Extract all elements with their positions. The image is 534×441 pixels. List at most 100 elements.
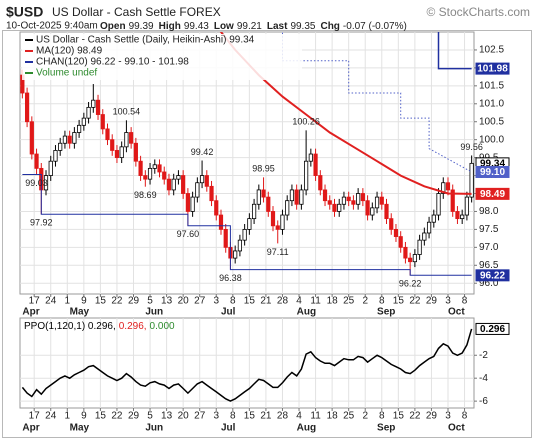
- annotation: 97.92: [30, 218, 53, 228]
- candle-body: [171, 178, 176, 191]
- candle-body: [214, 200, 219, 216]
- month-label: Jul: [221, 307, 236, 318]
- x-tick-label: 3: [445, 296, 451, 307]
- y-tick-label: -2: [479, 350, 488, 361]
- annotation: 98.69: [134, 190, 157, 200]
- candle-body: [129, 132, 134, 144]
- candle-body: [233, 250, 238, 259]
- candle-body: [95, 99, 101, 115]
- annotation: 98.95: [252, 164, 275, 174]
- candle-body: [417, 239, 422, 255]
- x-tick-label: 8: [462, 296, 468, 307]
- x-tick-label: 2: [362, 411, 368, 422]
- candle-body: [119, 146, 124, 159]
- candle-body: [53, 150, 58, 162]
- month-label: Jul: [221, 423, 236, 434]
- candle-body: [190, 196, 195, 212]
- candle-body: [237, 239, 243, 252]
- candle-body: [86, 106, 91, 119]
- x-tick-label: 27: [194, 296, 206, 307]
- x-tick-label: 9: [81, 296, 87, 307]
- candle-body: [337, 203, 342, 212]
- legend-label: Volume undef: [36, 68, 97, 79]
- candle-body: [256, 189, 261, 205]
- legend-label: US Dollar - Cash Settle (Daily, Heikin-A…: [36, 35, 255, 46]
- x-tick-label: 13: [161, 296, 173, 307]
- x-tick-label: 18: [327, 411, 339, 422]
- legend-part: 0.296,: [119, 321, 147, 332]
- x-tick-label: 15: [244, 411, 256, 422]
- candle-body: [147, 167, 153, 180]
- candle-body: [445, 182, 451, 191]
- y-tick-label: -4: [479, 373, 488, 384]
- y-tick-label: 97.0: [479, 242, 499, 253]
- candle-body: [251, 203, 257, 220]
- x-tick-label: 20: [178, 296, 190, 307]
- candle-body: [270, 211, 276, 227]
- annotation: 96.38: [219, 273, 242, 283]
- candle-body: [67, 135, 72, 144]
- x-tick-label: 29: [128, 411, 140, 422]
- quote-value: 99.43: [184, 21, 209, 32]
- candle-body: [114, 150, 120, 159]
- month-label: Jun: [145, 423, 163, 434]
- candle-body: [304, 160, 309, 191]
- candle-body: [110, 139, 115, 151]
- candle-body: [138, 160, 143, 176]
- candle-body: [464, 196, 470, 216]
- y-tick-label: 100.5: [479, 116, 504, 127]
- candle-body: [48, 160, 53, 176]
- quote-label: Open: [100, 21, 126, 32]
- annotation: 99.56: [460, 142, 483, 152]
- x-tick-label: 4: [296, 411, 302, 422]
- month-label: Aug: [297, 423, 316, 434]
- candle-body: [266, 196, 271, 212]
- candle-body: [204, 175, 209, 187]
- quote-value: -0.07 (-0.07%): [343, 21, 407, 32]
- candle-body: [450, 189, 455, 212]
- series-line: [22, 174, 472, 276]
- legend-label: MA(120) 98.49: [36, 46, 103, 57]
- candle-body: [143, 175, 148, 180]
- candle-body: [81, 117, 86, 126]
- month-label: Apr: [22, 307, 39, 318]
- candle-body: [313, 153, 318, 176]
- x-tick-label: 13: [161, 411, 173, 422]
- candle-body: [341, 196, 347, 205]
- candle-body: [360, 193, 365, 202]
- quote-value: 99.35: [290, 21, 315, 32]
- x-tick-label: 11: [310, 296, 321, 307]
- month-label: Aug: [297, 307, 316, 318]
- y-tick-label: 101.5: [479, 80, 504, 91]
- y-tick-label: 100.0: [479, 134, 504, 145]
- y-tick-label: 101.0: [479, 98, 504, 109]
- x-tick-label: 25: [343, 411, 355, 422]
- x-tick-label: 8: [462, 411, 468, 422]
- month-label: May: [70, 307, 90, 318]
- candle-body: [398, 236, 403, 248]
- candle-body: [181, 175, 186, 194]
- y-tick-label: -6: [479, 396, 488, 407]
- x-tick-label: 1: [65, 411, 71, 422]
- month-label: Sep: [377, 423, 395, 434]
- candle-body: [332, 203, 337, 212]
- month-label: Oct: [448, 423, 465, 434]
- candle-body: [356, 193, 361, 205]
- month-label: Sep: [377, 307, 395, 318]
- candle-body: [389, 218, 394, 230]
- candle-body: [209, 185, 214, 202]
- candle-body: [185, 193, 190, 212]
- month-label: Oct: [448, 307, 465, 318]
- candle-body: [422, 232, 427, 241]
- candle-body: [365, 200, 370, 216]
- x-tick-label: 8: [230, 296, 236, 307]
- x-tick-label: 3: [213, 296, 219, 307]
- candle-body: [351, 200, 356, 205]
- annotation: 100.54: [113, 107, 141, 117]
- symbol: $USD: [6, 4, 43, 20]
- candle-body: [133, 142, 138, 162]
- x-tick-label: 29: [426, 296, 438, 307]
- x-tick-label: 8: [379, 411, 385, 422]
- frame: [2, 30, 532, 438]
